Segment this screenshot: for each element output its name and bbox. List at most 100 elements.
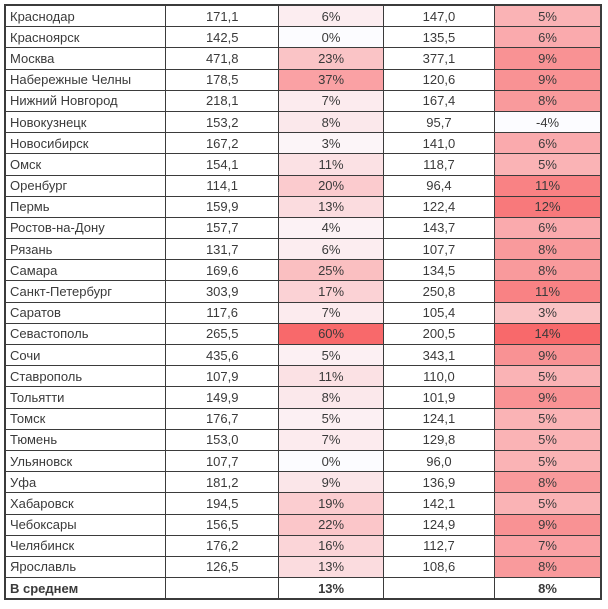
value2-cell[interactable]: 129,8 [382,428,496,451]
value2-cell[interactable]: 377,1 [382,47,496,70]
pct1-cell[interactable]: 8% [278,386,384,409]
pct2-cell[interactable]: 8% [494,259,602,282]
value2-cell[interactable]: 124,9 [382,513,496,536]
pct1-cell[interactable]: 4% [278,216,384,240]
value1-cell[interactable]: 181,2 [165,471,280,494]
city-cell[interactable]: Ставрополь [4,365,167,388]
pct2-cell[interactable]: 5% [494,449,602,473]
pct2-cell[interactable]: 8% [494,555,602,579]
value1-cell[interactable]: 176,2 [165,534,280,557]
city-cell[interactable]: Москва [4,47,167,70]
value2-cell[interactable]: 122,4 [382,195,496,218]
value2-cell[interactable]: 167,4 [382,89,496,112]
city-cell[interactable]: Красноярск [4,26,167,49]
value1-cell[interactable]: 176,7 [165,407,280,430]
city-cell[interactable]: Ульяновск [4,449,167,473]
pct2-cell[interactable]: 6% [494,132,602,155]
pct2-cell[interactable]: 8% [494,89,602,112]
pct1-cell[interactable]: 11% [278,365,384,388]
value1-cell[interactable]: 171,1 [165,4,280,28]
value1-cell[interactable]: 156,5 [165,513,280,536]
value2-cell[interactable]: 95,7 [382,110,496,134]
pct2-cell[interactable]: -4% [494,110,602,134]
value1-cell[interactable]: 114,1 [165,174,280,197]
pct1-cell[interactable]: 13% [278,555,384,579]
pct1-cell[interactable]: 0% [278,26,384,49]
pct1-cell[interactable]: 22% [278,513,384,536]
pct2-cell[interactable]: 9% [494,513,602,536]
pct1-cell[interactable]: 5% [278,343,384,367]
value1-cell[interactable]: 131,7 [165,238,280,261]
value1-cell[interactable]: 178,5 [165,68,280,91]
pct2-cell[interactable]: 8% [494,471,602,494]
value2-cell[interactable]: 118,7 [382,153,496,176]
pct1-cell[interactable]: 9% [278,471,384,494]
city-cell[interactable]: Краснодар [4,4,167,28]
value1-cell[interactable]: 194,5 [165,492,280,515]
value2-cell[interactable]: 96,4 [382,174,496,197]
value2-cell[interactable]: 135,5 [382,26,496,49]
city-cell[interactable]: Хабаровск [4,492,167,515]
value2-cell[interactable]: 124,1 [382,407,496,430]
pct2-cell[interactable]: 5% [494,4,602,28]
pct1-cell[interactable]: 0% [278,449,384,473]
city-cell[interactable]: Уфа [4,471,167,494]
pct1-cell[interactable]: 8% [278,110,384,134]
value2-cell[interactable]: 110,0 [382,365,496,388]
summary-value1-cell[interactable] [165,577,280,600]
city-cell[interactable]: Тюмень [4,428,167,451]
pct2-cell[interactable]: 11% [494,174,602,197]
value2-cell[interactable]: 200,5 [382,322,496,346]
value2-cell[interactable]: 101,9 [382,386,496,409]
pct2-cell[interactable]: 3% [494,301,602,324]
value1-cell[interactable]: 154,1 [165,153,280,176]
city-cell[interactable]: Сочи [4,343,167,367]
pct1-cell[interactable]: 5% [278,407,384,430]
city-cell[interactable]: Пермь [4,195,167,218]
pct1-cell[interactable]: 6% [278,238,384,261]
value1-cell[interactable]: 159,9 [165,195,280,218]
value1-cell[interactable]: 218,1 [165,89,280,112]
value1-cell[interactable]: 149,9 [165,386,280,409]
city-cell[interactable]: Тольятти [4,386,167,409]
value1-cell[interactable]: 142,5 [165,26,280,49]
value1-cell[interactable]: 126,5 [165,555,280,579]
pct1-cell[interactable]: 16% [278,534,384,557]
pct1-cell[interactable]: 7% [278,428,384,451]
pct2-cell[interactable]: 9% [494,68,602,91]
city-cell[interactable]: Саратов [4,301,167,324]
value2-cell[interactable]: 112,7 [382,534,496,557]
city-cell[interactable]: Челябинск [4,534,167,557]
pct2-cell[interactable]: 7% [494,534,602,557]
pct2-cell[interactable]: 5% [494,407,602,430]
pct1-cell[interactable]: 23% [278,47,384,70]
pct1-cell[interactable]: 13% [278,195,384,218]
pct2-cell[interactable]: 5% [494,365,602,388]
pct1-cell[interactable]: 19% [278,492,384,515]
city-cell[interactable]: Омск [4,153,167,176]
value2-cell[interactable]: 96,0 [382,449,496,473]
value2-cell[interactable]: 143,7 [382,216,496,240]
pct1-cell[interactable]: 25% [278,259,384,282]
summary-label-cell[interactable]: В среднем [4,577,167,600]
pct1-cell[interactable]: 7% [278,301,384,324]
value1-cell[interactable]: 471,8 [165,47,280,70]
pct2-cell[interactable]: 6% [494,216,602,240]
city-cell[interactable]: Ярославль [4,555,167,579]
city-cell[interactable]: Нижний Новгород [4,89,167,112]
value2-cell[interactable]: 107,7 [382,238,496,261]
pct1-cell[interactable]: 11% [278,153,384,176]
value2-cell[interactable]: 136,9 [382,471,496,494]
pct1-cell[interactable]: 60% [278,322,384,346]
value1-cell[interactable]: 265,5 [165,322,280,346]
value1-cell[interactable]: 107,7 [165,449,280,473]
pct1-cell[interactable]: 7% [278,89,384,112]
value1-cell[interactable]: 153,2 [165,110,280,134]
city-cell[interactable]: Санкт-Петербург [4,280,167,303]
pct2-cell[interactable]: 9% [494,386,602,409]
city-cell[interactable]: Самара [4,259,167,282]
pct2-cell[interactable]: 12% [494,195,602,218]
value1-cell[interactable]: 107,9 [165,365,280,388]
value1-cell[interactable]: 167,2 [165,132,280,155]
city-cell[interactable]: Ростов-на-Дону [4,216,167,240]
